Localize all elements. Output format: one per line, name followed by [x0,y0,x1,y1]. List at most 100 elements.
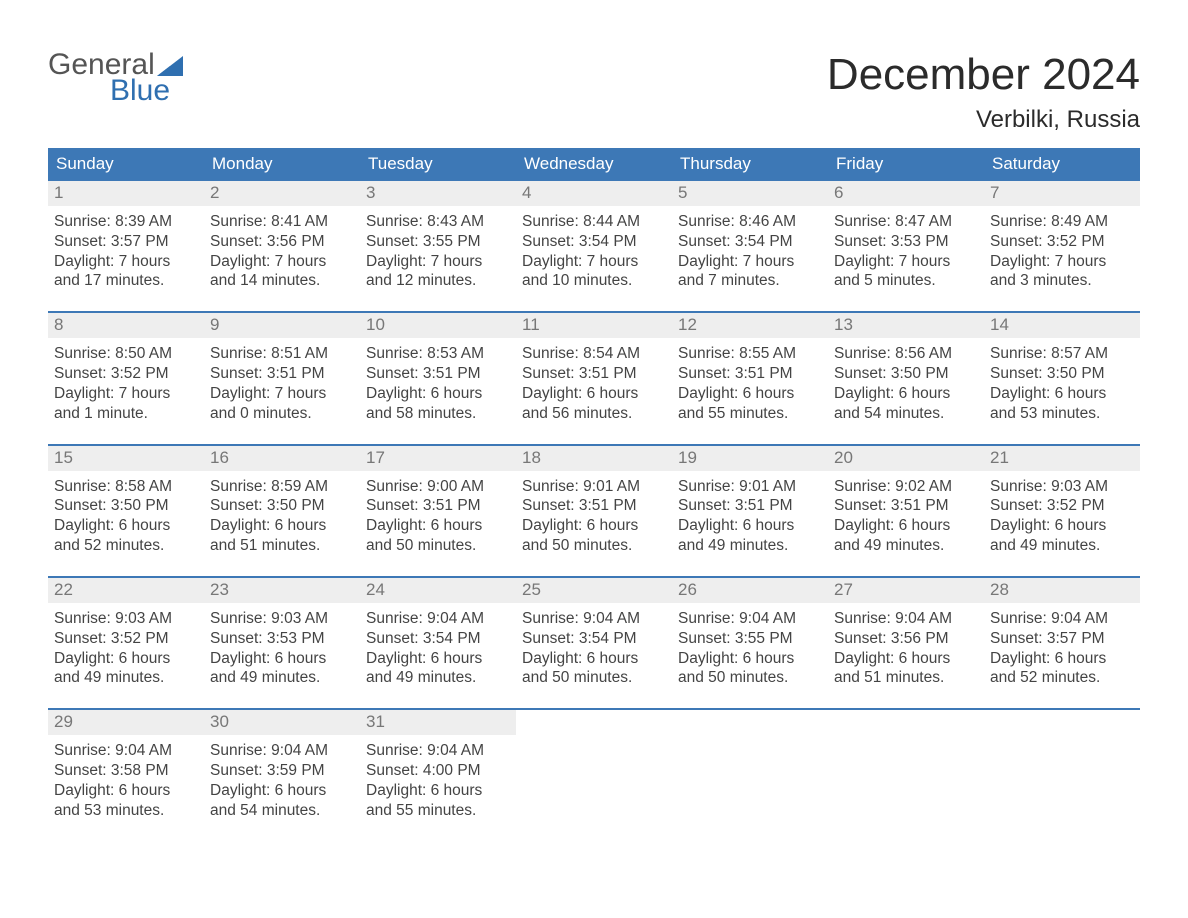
sunset-line: Sunset: 3:50 PM [990,364,1134,384]
daylight-line: Daylight: 6 hours and 55 minutes. [366,781,510,821]
daylight-line: Daylight: 6 hours and 52 minutes. [54,516,198,556]
daylight-line: Daylight: 6 hours and 58 minutes. [366,384,510,424]
day-body: Sunrise: 8:54 AMSunset: 3:51 PMDaylight:… [516,338,672,425]
day-body: Sunrise: 9:04 AMSunset: 3:59 PMDaylight:… [204,735,360,822]
sunset-line: Sunset: 3:57 PM [54,232,198,252]
daylight-line: Daylight: 6 hours and 51 minutes. [834,649,978,689]
sunrise-line: Sunrise: 9:04 AM [834,609,978,629]
day-number: 28 [984,578,1140,603]
day-body: Sunrise: 8:41 AMSunset: 3:56 PMDaylight:… [204,206,360,293]
sunset-line: Sunset: 3:59 PM [210,761,354,781]
week-row: 8Sunrise: 8:50 AMSunset: 3:52 PMDaylight… [48,311,1140,425]
daylight-line: Daylight: 6 hours and 49 minutes. [210,649,354,689]
day-cell: 8Sunrise: 8:50 AMSunset: 3:52 PMDaylight… [48,313,204,425]
day-number: 30 [204,710,360,735]
day-cell: 7Sunrise: 8:49 AMSunset: 3:52 PMDaylight… [984,181,1140,293]
day-body: Sunrise: 8:43 AMSunset: 3:55 PMDaylight:… [360,206,516,293]
day-number: 18 [516,446,672,471]
sunset-line: Sunset: 3:52 PM [54,629,198,649]
day-number: 20 [828,446,984,471]
daylight-line: Daylight: 6 hours and 50 minutes. [366,516,510,556]
day-body: Sunrise: 8:56 AMSunset: 3:50 PMDaylight:… [828,338,984,425]
dow-cell: Wednesday [516,148,672,181]
sunset-line: Sunset: 3:51 PM [834,496,978,516]
calendar: SundayMondayTuesdayWednesdayThursdayFrid… [48,148,1140,823]
day-body: Sunrise: 8:55 AMSunset: 3:51 PMDaylight:… [672,338,828,425]
sunset-line: Sunset: 3:54 PM [522,232,666,252]
daylight-line: Daylight: 6 hours and 49 minutes. [678,516,822,556]
day-body: Sunrise: 8:58 AMSunset: 3:50 PMDaylight:… [48,471,204,558]
sunset-line: Sunset: 3:54 PM [678,232,822,252]
day-number: 14 [984,313,1140,338]
day-number: 8 [48,313,204,338]
sunset-line: Sunset: 3:52 PM [990,496,1134,516]
week-row: 15Sunrise: 8:58 AMSunset: 3:50 PMDayligh… [48,444,1140,558]
sunrise-line: Sunrise: 8:56 AM [834,344,978,364]
daylight-line: Daylight: 7 hours and 17 minutes. [54,252,198,292]
day-number: 6 [828,181,984,206]
day-cell: 3Sunrise: 8:43 AMSunset: 3:55 PMDaylight… [360,181,516,293]
day-body: Sunrise: 8:50 AMSunset: 3:52 PMDaylight:… [48,338,204,425]
sunrise-line: Sunrise: 9:04 AM [54,741,198,761]
sunrise-line: Sunrise: 8:51 AM [210,344,354,364]
location: Verbilki, Russia [827,106,1140,134]
sunrise-line: Sunrise: 8:47 AM [834,212,978,232]
day-cell: 28Sunrise: 9:04 AMSunset: 3:57 PMDayligh… [984,578,1140,690]
day-body: Sunrise: 9:00 AMSunset: 3:51 PMDaylight:… [360,471,516,558]
day-cell: 29Sunrise: 9:04 AMSunset: 3:58 PMDayligh… [48,710,204,822]
daylight-line: Daylight: 6 hours and 55 minutes. [678,384,822,424]
day-number: 24 [360,578,516,603]
sunrise-line: Sunrise: 8:57 AM [990,344,1134,364]
day-cell: 19Sunrise: 9:01 AMSunset: 3:51 PMDayligh… [672,446,828,558]
sunset-line: Sunset: 3:53 PM [834,232,978,252]
day-number: 25 [516,578,672,603]
sunset-line: Sunset: 3:57 PM [990,629,1134,649]
sunrise-line: Sunrise: 8:50 AM [54,344,198,364]
day-number: 15 [48,446,204,471]
day-body: Sunrise: 8:44 AMSunset: 3:54 PMDaylight:… [516,206,672,293]
sunset-line: Sunset: 3:58 PM [54,761,198,781]
sunset-line: Sunset: 3:51 PM [210,364,354,384]
sunrise-line: Sunrise: 9:04 AM [678,609,822,629]
day-cell: 24Sunrise: 9:04 AMSunset: 3:54 PMDayligh… [360,578,516,690]
day-body: Sunrise: 9:01 AMSunset: 3:51 PMDaylight:… [516,471,672,558]
day-number: 11 [516,313,672,338]
day-cell: 13Sunrise: 8:56 AMSunset: 3:50 PMDayligh… [828,313,984,425]
sunset-line: Sunset: 3:50 PM [54,496,198,516]
sunset-line: Sunset: 4:00 PM [366,761,510,781]
sunset-line: Sunset: 3:56 PM [210,232,354,252]
sunrise-line: Sunrise: 8:43 AM [366,212,510,232]
sunrise-line: Sunrise: 8:58 AM [54,477,198,497]
day-number: 21 [984,446,1140,471]
day-cell [516,710,672,822]
sunset-line: Sunset: 3:51 PM [366,496,510,516]
day-body: Sunrise: 9:03 AMSunset: 3:52 PMDaylight:… [984,471,1140,558]
brand-word2: Blue [110,76,183,106]
day-number: 5 [672,181,828,206]
title-block: December 2024 Verbilki, Russia [827,50,1140,134]
daylight-line: Daylight: 7 hours and 3 minutes. [990,252,1134,292]
day-body: Sunrise: 9:02 AMSunset: 3:51 PMDaylight:… [828,471,984,558]
day-cell: 18Sunrise: 9:01 AMSunset: 3:51 PMDayligh… [516,446,672,558]
dow-cell: Tuesday [360,148,516,181]
day-body: Sunrise: 8:59 AMSunset: 3:50 PMDaylight:… [204,471,360,558]
daylight-line: Daylight: 6 hours and 49 minutes. [54,649,198,689]
daylight-line: Daylight: 7 hours and 14 minutes. [210,252,354,292]
day-number: 31 [360,710,516,735]
dow-cell: Saturday [984,148,1140,181]
day-cell: 5Sunrise: 8:46 AMSunset: 3:54 PMDaylight… [672,181,828,293]
sunset-line: Sunset: 3:51 PM [678,496,822,516]
day-cell: 20Sunrise: 9:02 AMSunset: 3:51 PMDayligh… [828,446,984,558]
week-row: 22Sunrise: 9:03 AMSunset: 3:52 PMDayligh… [48,576,1140,690]
day-body: Sunrise: 8:51 AMSunset: 3:51 PMDaylight:… [204,338,360,425]
daylight-line: Daylight: 6 hours and 49 minutes. [834,516,978,556]
day-body: Sunrise: 9:01 AMSunset: 3:51 PMDaylight:… [672,471,828,558]
sunset-line: Sunset: 3:50 PM [210,496,354,516]
day-cell: 14Sunrise: 8:57 AMSunset: 3:50 PMDayligh… [984,313,1140,425]
day-number: 13 [828,313,984,338]
day-cell: 23Sunrise: 9:03 AMSunset: 3:53 PMDayligh… [204,578,360,690]
sunset-line: Sunset: 3:54 PM [366,629,510,649]
sunset-line: Sunset: 3:52 PM [990,232,1134,252]
day-number: 26 [672,578,828,603]
day-body: Sunrise: 9:04 AMSunset: 3:54 PMDaylight:… [516,603,672,690]
